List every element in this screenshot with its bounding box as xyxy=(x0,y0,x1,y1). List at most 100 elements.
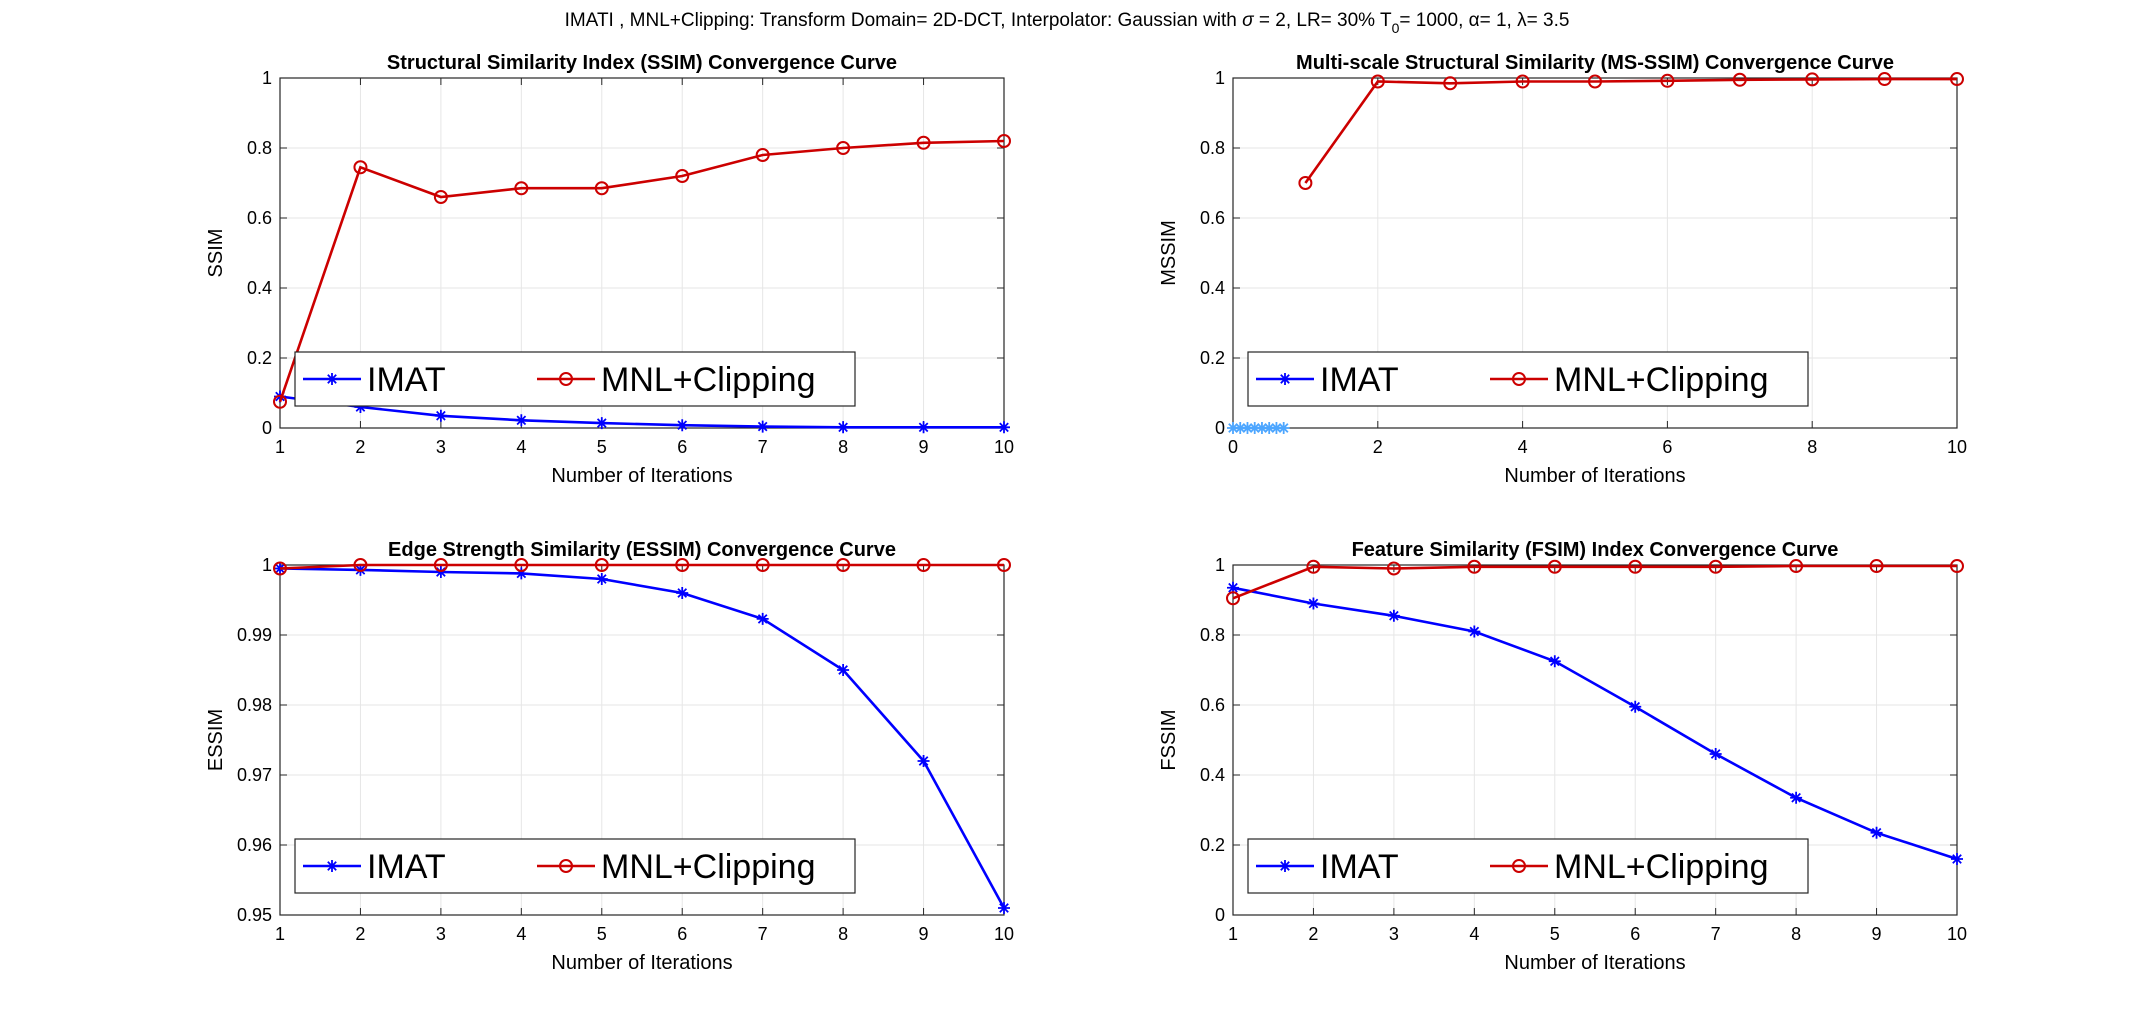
legend: IMAT MNL+Clipping xyxy=(1247,838,1809,894)
data-point xyxy=(273,561,287,576)
data-point xyxy=(1547,559,1562,574)
data-point xyxy=(595,573,608,585)
x-tick-label: 7 xyxy=(758,437,768,457)
axes-box xyxy=(1232,77,1958,429)
x-tick-label: 2 xyxy=(355,924,365,944)
data-point xyxy=(837,421,850,434)
y-axis-label: SSIM xyxy=(205,229,227,278)
data-point xyxy=(433,190,448,204)
data-point xyxy=(1628,559,1643,574)
data-point xyxy=(353,558,368,572)
y-tick-label: 0 xyxy=(1215,905,1225,925)
y-tick-label: 0 xyxy=(262,418,272,438)
data-point xyxy=(676,587,689,599)
series-mnl-clipping xyxy=(273,558,1011,576)
legend: IMAT MNL+Clipping xyxy=(1247,351,1809,407)
data-point xyxy=(515,567,528,580)
data-point xyxy=(434,566,447,578)
series-line xyxy=(1232,564,1957,600)
legend-marker-imat xyxy=(326,860,338,872)
data-point xyxy=(1588,74,1602,89)
subplot-3: 1 2 3 4 5 6 7 8 9 10 0.95 0.96 0.97 0.98 0.99 1 Edge Str… xyxy=(205,539,1014,974)
data-point xyxy=(1790,791,1803,804)
x-tick-label: 10 xyxy=(994,924,1014,944)
y-tick-label: 1 xyxy=(1215,68,1225,88)
data-point xyxy=(434,409,447,422)
data-point xyxy=(1660,73,1675,88)
data-point xyxy=(1708,559,1723,574)
legend-label-imat: IMAT xyxy=(1320,848,1399,886)
data-point xyxy=(1869,559,1884,574)
x-tick-label: 9 xyxy=(919,924,929,944)
subplot-title: Multi-scale Structural Similarity (MS-SS… xyxy=(1296,52,1894,74)
x-tick-label: 3 xyxy=(436,437,446,457)
y-tick-label: 0.6 xyxy=(1200,695,1225,715)
data-point xyxy=(1255,422,1268,434)
legend-label-imat: IMAT xyxy=(1320,361,1399,399)
data-point xyxy=(675,169,690,183)
legend-label-imat: IMAT xyxy=(367,361,446,399)
x-tick-label: 9 xyxy=(1872,924,1882,944)
data-point xyxy=(1805,72,1820,87)
x-tick-label: 8 xyxy=(1791,924,1801,944)
series-line xyxy=(1232,586,1958,861)
data-point xyxy=(836,141,851,155)
axes-box xyxy=(279,77,1005,429)
x-tick-label: 9 xyxy=(919,437,929,457)
x-tick-label: 8 xyxy=(838,437,848,457)
y-tick-label: 0 xyxy=(1215,418,1225,438)
legend-marker-mnl xyxy=(559,859,573,873)
legend-marker-imat xyxy=(1279,860,1291,872)
series-imat xyxy=(274,390,1010,434)
data-point xyxy=(1227,422,1239,434)
data-point xyxy=(273,394,287,409)
subplot-1: 1 2 3 4 5 6 7 8 9 10 0 0.2 0.4 0.6 0.8 1 Structural Simi… xyxy=(205,52,1014,487)
data-point xyxy=(675,558,690,572)
x-tick-label: 6 xyxy=(1630,924,1640,944)
data-point xyxy=(997,134,1011,148)
x-tick-label: 4 xyxy=(1469,924,1479,944)
x-tick-label: 6 xyxy=(677,924,687,944)
data-point xyxy=(1877,72,1892,87)
data-point xyxy=(1732,72,1747,87)
data-point xyxy=(998,421,1010,434)
y-tick-label: 0.4 xyxy=(1200,278,1225,298)
data-point xyxy=(998,902,1010,914)
x-tick-label: 10 xyxy=(1947,437,1967,457)
x-tick-label: 10 xyxy=(994,437,1014,457)
series-imat xyxy=(1227,422,1290,434)
y-axis-label: ESSIM xyxy=(205,709,227,771)
data-point xyxy=(1443,76,1458,91)
data-point xyxy=(595,417,608,430)
figure-suptitle: IMATI , MNL+Clipping: Transform Domain= … xyxy=(565,10,1570,36)
x-tick-label: 10 xyxy=(1947,924,1967,944)
subplot-title: Feature Similarity (FSIM) Index Converge… xyxy=(1352,539,1839,561)
legend-marker-mnl xyxy=(1512,859,1526,873)
data-point xyxy=(515,414,528,427)
data-point xyxy=(1241,422,1254,434)
data-point xyxy=(1270,422,1283,434)
x-tick-label: 1 xyxy=(275,924,285,944)
data-point xyxy=(1226,591,1240,606)
series-mnl-clipping xyxy=(273,134,1011,409)
x-tick-label: 5 xyxy=(597,437,607,457)
x-tick-label: 4 xyxy=(516,924,526,944)
y-tick-label: 0.4 xyxy=(1200,765,1225,785)
series-line xyxy=(1304,77,1957,184)
data-point xyxy=(1709,748,1722,760)
series-line xyxy=(278,139,1005,403)
data-point xyxy=(1227,581,1239,594)
x-tick-label: 7 xyxy=(758,924,768,944)
series-line xyxy=(279,563,1004,570)
y-tick-label: 0.99 xyxy=(237,625,272,645)
y-tick-label: 1 xyxy=(1215,555,1225,575)
data-point xyxy=(1629,700,1642,713)
x-tick-label: 1 xyxy=(1228,924,1238,944)
axes-box xyxy=(1232,564,1958,916)
legend: IMAT MNL+Clipping xyxy=(294,838,856,894)
y-tick-label: 0.96 xyxy=(237,835,272,855)
y-axis-label: MSSIM xyxy=(1158,220,1180,286)
legend-label-mnl: MNL+Clipping xyxy=(1554,848,1769,886)
data-point xyxy=(1248,422,1261,434)
